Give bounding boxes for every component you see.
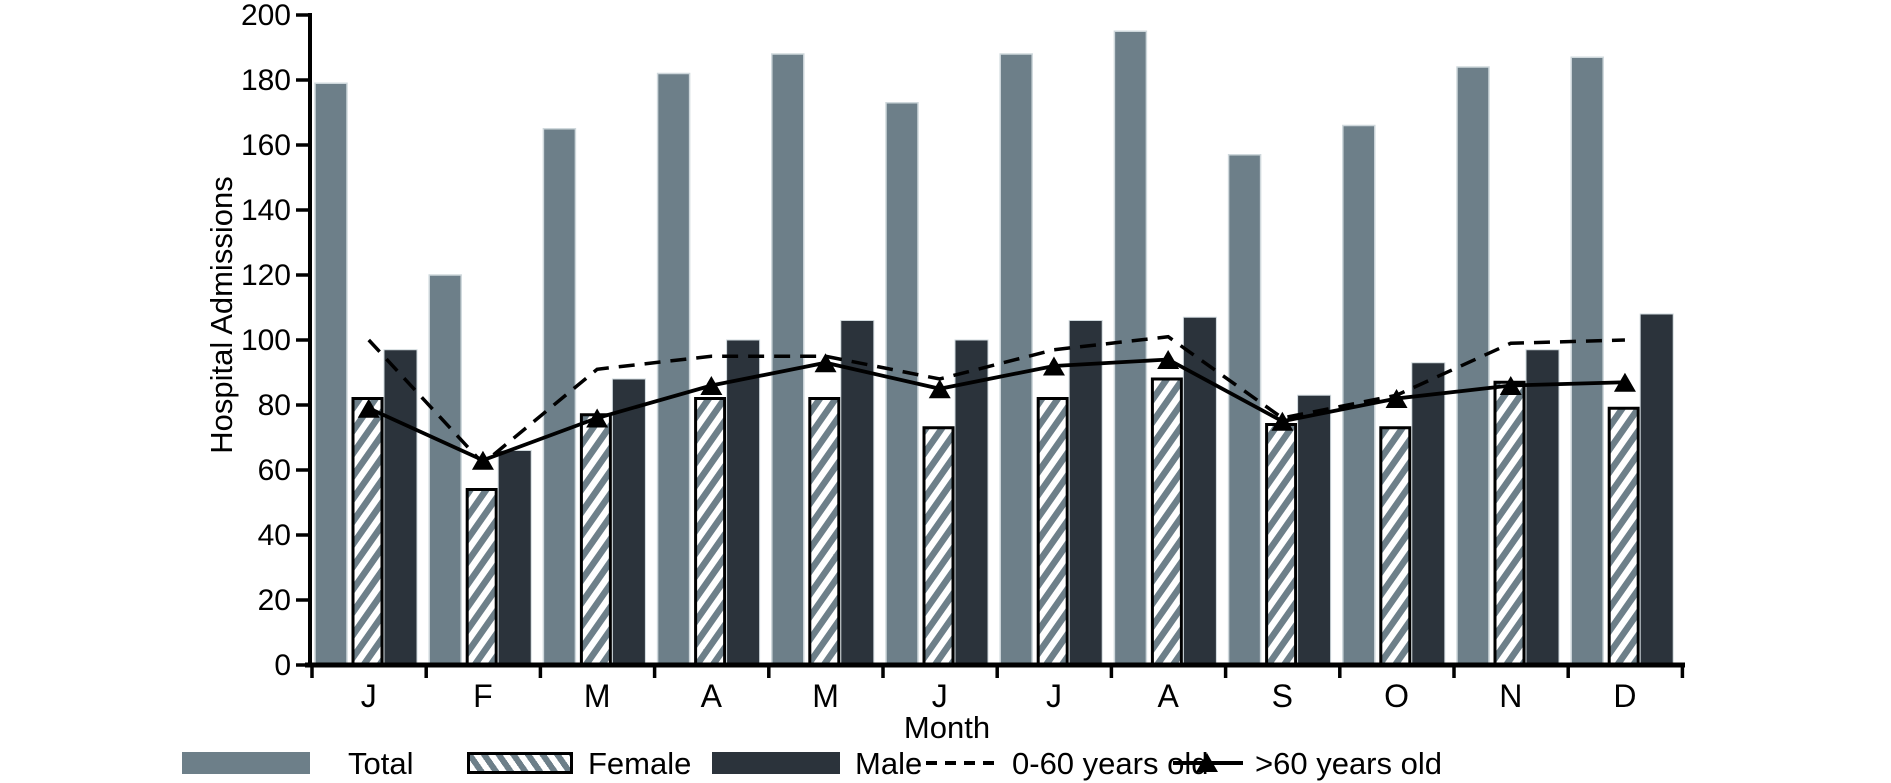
bar-male-5 bbox=[840, 320, 875, 666]
x-axis-title: Month bbox=[903, 710, 991, 745]
bar-male-3 bbox=[611, 378, 646, 666]
y-tick-label-160: 160 bbox=[241, 129, 291, 162]
legend-swatch-total bbox=[182, 752, 310, 774]
triangle-marker-11 bbox=[1499, 376, 1522, 395]
bar-female-5 bbox=[808, 397, 841, 667]
bar-total-9 bbox=[1227, 154, 1262, 666]
bar-female-6 bbox=[922, 426, 955, 667]
triangle-marker-3 bbox=[586, 408, 609, 428]
bar-total-1 bbox=[314, 82, 348, 666]
bar-female-10 bbox=[1379, 426, 1412, 667]
bar-female-1 bbox=[351, 397, 384, 667]
bar-total-12 bbox=[1570, 56, 1604, 666]
bar-male-6 bbox=[954, 339, 989, 666]
y-tick-label-40: 40 bbox=[258, 519, 291, 552]
bar-male-4 bbox=[726, 339, 761, 666]
triangle-marker-5 bbox=[814, 353, 837, 373]
x-tick-label-11: N bbox=[1499, 678, 1522, 714]
triangle-marker-9 bbox=[1271, 411, 1294, 431]
bar-female-3 bbox=[579, 413, 612, 667]
legend-triangle-marker bbox=[1196, 753, 1218, 772]
bar-female-4 bbox=[694, 397, 727, 667]
bar-total-5 bbox=[771, 53, 805, 666]
x-tick-label-6: J bbox=[932, 678, 948, 714]
x-tick-label-4: A bbox=[701, 678, 723, 714]
bar-male-10 bbox=[1411, 362, 1446, 666]
y-tick-label-180: 180 bbox=[241, 64, 291, 97]
bar-male-9 bbox=[1297, 394, 1332, 666]
line-over-60-years bbox=[367, 357, 1626, 463]
legend-swatch-male bbox=[712, 752, 840, 774]
y-tick-label-140: 140 bbox=[241, 194, 291, 227]
legend-label-male: Male bbox=[855, 746, 923, 781]
y-axis-title: Hospital Admissions bbox=[204, 176, 239, 454]
x-tick-label-8: A bbox=[1157, 678, 1179, 714]
triangle-marker-8 bbox=[1157, 350, 1180, 369]
x-tick-label-1: J bbox=[361, 678, 377, 714]
line-0-60-years bbox=[367, 334, 1625, 466]
legend-swatch-female bbox=[467, 752, 573, 774]
bar-female-9 bbox=[1265, 423, 1298, 667]
bar-female-7 bbox=[1036, 397, 1069, 667]
y-tick-label-120: 120 bbox=[241, 259, 291, 292]
bar-female-2 bbox=[465, 488, 498, 667]
bar-total-2 bbox=[428, 274, 462, 666]
triangle-marker-7 bbox=[1042, 356, 1065, 376]
bar-male-7 bbox=[1068, 320, 1103, 666]
bar-male-11 bbox=[1525, 349, 1560, 666]
x-tick-label-5: M bbox=[812, 678, 839, 714]
y-tick-label-200: 200 bbox=[241, 0, 291, 32]
bar-male-2 bbox=[497, 450, 532, 666]
y-tick-label-0: 0 bbox=[274, 649, 291, 682]
y-tick-label-20: 20 bbox=[258, 584, 291, 617]
bar-female-8 bbox=[1150, 377, 1183, 667]
x-tick-label-12: D bbox=[1613, 678, 1636, 714]
triangle-marker-10 bbox=[1385, 389, 1408, 408]
y-tick-label-60: 60 bbox=[258, 454, 291, 487]
triangle-marker-1 bbox=[357, 398, 380, 418]
bar-male-8 bbox=[1182, 316, 1217, 666]
bar-total-3 bbox=[542, 128, 577, 666]
legend-label-over60: >60 years old bbox=[1255, 746, 1442, 781]
x-tick-label-10: O bbox=[1384, 678, 1409, 714]
bar-total-8 bbox=[1113, 30, 1148, 666]
triangle-marker-6 bbox=[928, 379, 951, 399]
triangle-marker-12 bbox=[1613, 372, 1636, 392]
legend-swatch-dashed-line bbox=[926, 761, 1002, 765]
x-tick-label-3: M bbox=[584, 678, 611, 714]
bar-male-1 bbox=[383, 349, 418, 666]
x-tick-label-2: F bbox=[473, 678, 493, 714]
bar-female-11 bbox=[1493, 380, 1526, 667]
bar-total-10 bbox=[1342, 124, 1376, 666]
triangle-marker-2 bbox=[471, 450, 494, 470]
bar-male-12 bbox=[1639, 313, 1674, 666]
triangle-marker-4 bbox=[700, 376, 723, 395]
y-tick-label-80: 80 bbox=[258, 389, 291, 422]
legend-label-total: Total bbox=[348, 746, 414, 781]
bar-female-12 bbox=[1607, 406, 1640, 667]
bar-total-4 bbox=[656, 72, 691, 666]
x-tick-label-9: S bbox=[1272, 678, 1293, 714]
y-tick-label-100: 100 bbox=[241, 324, 291, 357]
legend-label-female: Female bbox=[588, 746, 692, 781]
x-tick-label-7: J bbox=[1046, 678, 1062, 714]
